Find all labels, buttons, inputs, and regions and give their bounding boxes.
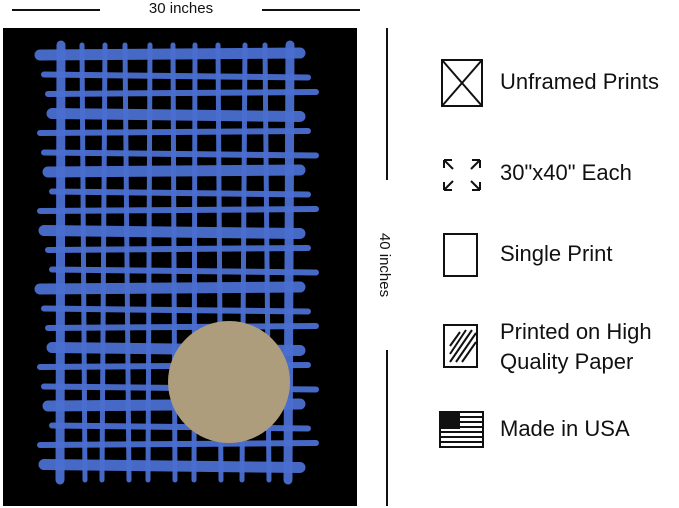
brush-stroke — [37, 440, 319, 448]
brush-stroke — [42, 164, 306, 178]
brush-stroke — [45, 89, 319, 97]
flag-icon — [439, 411, 484, 448]
feature-label: 30"x40" Each — [500, 160, 632, 185]
brush-stroke — [283, 40, 295, 485]
brush-stroke — [45, 323, 319, 331]
feature-label: Unframed Prints — [500, 69, 659, 94]
brush-stroke — [46, 108, 306, 122]
feature-label: Made in USA — [500, 416, 630, 441]
brush-stroke — [41, 305, 311, 315]
artwork-circle — [168, 321, 290, 443]
brush-stroke — [38, 225, 306, 239]
feature-label: Printed on High — [500, 319, 652, 344]
width-label: 30 inches — [149, 0, 213, 17]
feature-list: Unframed Prints 30"x40" Each Single Print P… — [500, 69, 659, 441]
single-print-icon — [443, 233, 478, 277]
feature-label: Quality Paper — [500, 349, 633, 374]
unframed-icon — [441, 59, 483, 107]
icons — [439, 59, 484, 448]
brush-stroke — [38, 459, 306, 473]
unframed-icon — [441, 59, 483, 107]
brush-stroke — [45, 245, 311, 253]
brush-stroke — [49, 266, 319, 276]
height-label: 40 inches — [376, 233, 393, 297]
flag-icon — [440, 412, 483, 443]
flag-stripes — [440, 416, 483, 443]
paper-icon — [443, 324, 478, 368]
brush-stroke — [34, 47, 306, 61]
brush-stroke — [41, 71, 311, 81]
size-icon — [443, 159, 481, 191]
paper-icon — [449, 329, 477, 363]
flag-canton — [440, 412, 460, 429]
brush-stroke — [41, 149, 319, 159]
brush-stroke — [34, 281, 306, 295]
feature-label: Single Print — [500, 241, 613, 266]
brush-stroke — [49, 188, 311, 198]
brush-stroke — [37, 206, 319, 214]
brush-stroke — [37, 128, 311, 136]
